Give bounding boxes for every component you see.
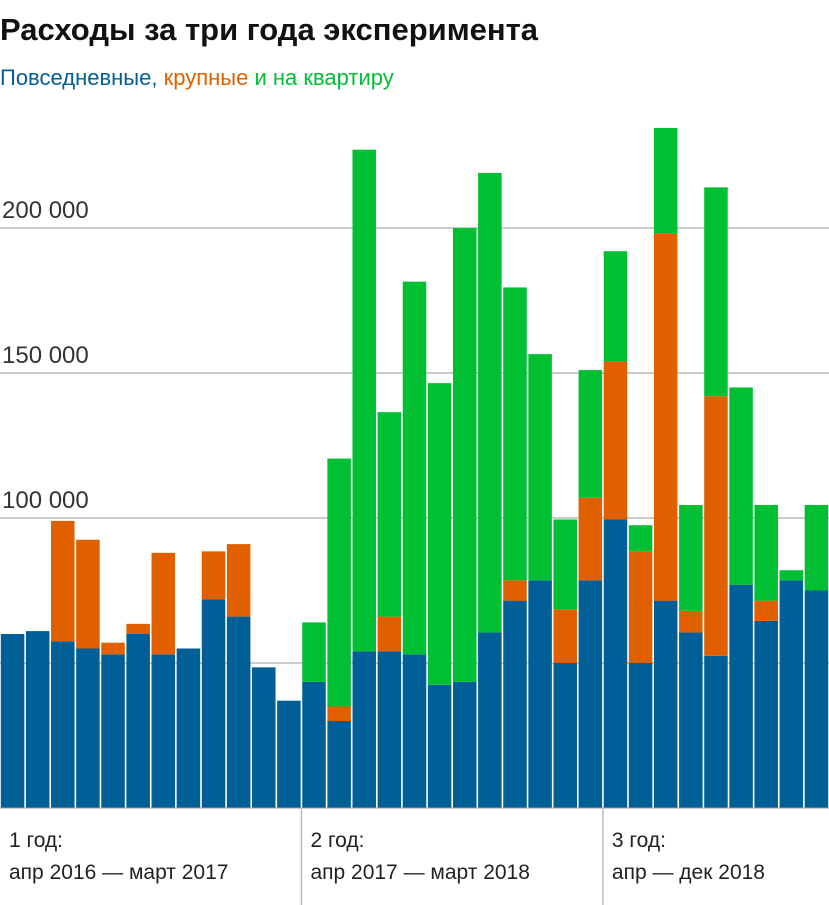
period-title: 1 год: <box>9 829 63 852</box>
bar-segment <box>553 609 577 663</box>
bar-segment <box>578 580 603 808</box>
bar-segment <box>603 519 628 808</box>
bar-segment <box>653 233 678 601</box>
bar-segment <box>126 623 150 634</box>
bar-segment <box>628 551 653 663</box>
bar-segment <box>277 700 301 808</box>
legend-entry: крупные <box>164 65 249 90</box>
bar-segment <box>402 654 427 808</box>
bar-segment <box>528 354 552 581</box>
y-tick-label: 200 000 <box>2 197 89 224</box>
bar-segment <box>653 600 678 808</box>
bar-segment <box>377 412 402 617</box>
bar-segment <box>327 721 351 808</box>
subtitle: Повседневные, крупные и на квартиру <box>0 65 394 90</box>
bar-segment <box>578 370 603 498</box>
bar-segment <box>25 631 50 808</box>
bar-segment <box>402 281 427 655</box>
legend-joiner: и <box>248 65 273 90</box>
bar-segment <box>352 149 377 652</box>
bar-segment <box>804 504 829 591</box>
bar-segment <box>427 684 452 808</box>
bar-segment <box>704 655 728 808</box>
bar-segment <box>704 396 728 656</box>
bar-segment <box>176 648 201 808</box>
bar-segment <box>503 600 527 808</box>
bar-segment <box>452 228 477 682</box>
bar-segment <box>553 519 577 610</box>
bar-segment <box>452 681 477 808</box>
bar-segment <box>51 641 75 808</box>
bar-segment <box>754 600 778 621</box>
legend-entry: Повседневные <box>0 65 151 90</box>
period-title: 3 год: <box>612 829 666 852</box>
bar-segment <box>151 654 176 808</box>
bar-segment <box>679 610 703 633</box>
bar-segment <box>126 634 150 808</box>
bar-segment <box>252 667 276 808</box>
bar-segment <box>327 706 351 721</box>
bar-segment <box>804 590 829 808</box>
bar-segment <box>528 580 552 808</box>
bar-segment <box>628 525 653 552</box>
period-range: апр 2016 — март 2017 <box>9 861 228 884</box>
bar-segment <box>679 504 703 611</box>
y-tick-label: 150 000 <box>2 342 89 369</box>
bar-segment <box>754 620 778 808</box>
bar-segment <box>101 654 125 808</box>
legend-entry: на квартиру <box>273 65 394 90</box>
bar-segment <box>603 361 628 520</box>
y-tick-label: 100 000 <box>2 487 89 514</box>
bar-segment <box>729 584 753 808</box>
period-range: апр 2017 — март 2018 <box>310 861 529 884</box>
bar-segment <box>302 681 326 808</box>
bar-segment <box>76 648 100 808</box>
bar-segment <box>754 504 778 601</box>
bar-segment <box>327 458 351 707</box>
bar-segment <box>628 663 653 808</box>
period-title: 2 год: <box>310 829 364 852</box>
bar-segment <box>503 287 527 581</box>
bar-segment <box>427 383 452 685</box>
bar-segment <box>377 651 402 808</box>
bar-segment <box>553 663 577 808</box>
bar-segment <box>51 520 75 642</box>
bar-segment <box>704 187 728 397</box>
period-range: апр — дек 2018 <box>612 861 765 884</box>
bar-segment <box>352 651 377 808</box>
bar-segment <box>653 127 678 234</box>
bar-segment <box>478 172 502 633</box>
bar-segment <box>578 497 603 581</box>
bar-segment <box>603 251 628 362</box>
bar-segment <box>226 616 251 808</box>
bar-segment <box>226 544 251 617</box>
bar-segment <box>201 551 226 600</box>
bar-segment <box>729 387 753 585</box>
bar-segment <box>151 552 176 655</box>
bar-segment <box>679 632 703 808</box>
bar-segment <box>779 580 804 808</box>
bar-segment <box>779 570 804 581</box>
bar-segment <box>377 616 402 652</box>
bar-segment <box>76 539 100 649</box>
bar-segment <box>503 580 527 601</box>
legend-joiner: , <box>151 65 163 90</box>
chart-title: Расходы за три года эксперимента <box>0 12 539 47</box>
bar-segment <box>101 642 125 655</box>
bar-segment <box>302 622 326 682</box>
bar-segment <box>0 634 25 808</box>
bar-segment <box>478 632 502 808</box>
bar-segment <box>201 599 226 808</box>
